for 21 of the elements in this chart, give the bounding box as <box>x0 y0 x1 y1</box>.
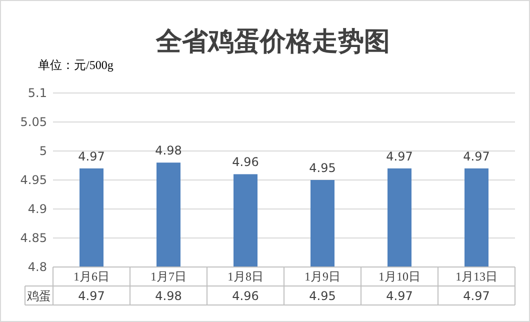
data-label: 4.96 <box>232 155 259 170</box>
data-label: 4.97 <box>78 149 105 164</box>
data-label: 4.97 <box>463 149 490 164</box>
y-tick-label: 5.05 <box>20 114 47 129</box>
y-tick-label: 4.85 <box>20 230 47 245</box>
x-tick-label: 1月6日 <box>74 270 110 284</box>
y-tick-label: 4.8 <box>28 260 47 274</box>
data-label: 4.97 <box>386 149 413 164</box>
y-tick-label: 4.95 <box>20 172 47 187</box>
y-tick-label: 5.1 <box>28 86 47 100</box>
y-tick-label: 5 <box>39 144 47 158</box>
x-tick-label: 1月10日 <box>378 270 420 284</box>
data-label: 4.98 <box>155 144 182 158</box>
x-tick-label: 1月9日 <box>304 270 340 284</box>
data-label: 4.95 <box>309 161 336 175</box>
y-tick-label: 4.9 <box>28 202 47 216</box>
x-tick-label: 1月7日 <box>150 270 186 284</box>
chart-subtitle: 单位：元/500g <box>38 58 114 72</box>
x-tick-label: 1月8日 <box>228 270 264 284</box>
x-tick-label: 1月13日 <box>456 270 498 284</box>
chart-title: 全省鸡蛋价格走势图 <box>155 27 390 56</box>
